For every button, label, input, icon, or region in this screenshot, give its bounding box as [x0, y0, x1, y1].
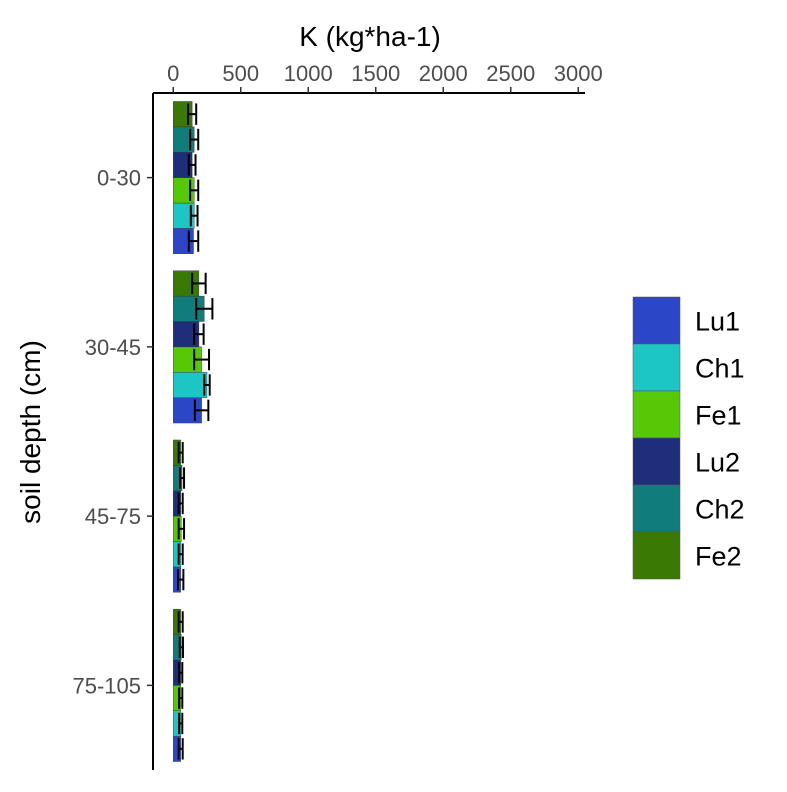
error-bar [187, 103, 198, 125]
legend-label: Fe1 [695, 401, 742, 431]
error-bar [178, 687, 184, 709]
error-bar [176, 568, 185, 591]
y-tick-label: 0-30 [97, 166, 141, 191]
error-bar [189, 179, 200, 202]
error-bar [189, 128, 200, 151]
error-bar [193, 399, 210, 422]
plot-area: 0 500 1000 1500 2000 2500 3000 0-30 30-45 45-75 75… [72, 61, 603, 770]
x-tick-label: 1500 [351, 61, 400, 86]
error-bar [177, 611, 184, 633]
legend-label: Lu2 [695, 448, 740, 478]
legend-key-fe2 [632, 531, 681, 580]
error-bar [178, 712, 184, 735]
legend-key-ch1 [632, 343, 681, 392]
error-bar [193, 348, 211, 371]
x-tick-label: 3000 [554, 61, 603, 86]
error-bar [178, 636, 184, 658]
error-bar [177, 543, 184, 565]
error-bar [189, 205, 199, 227]
x-tick-label: 2500 [486, 61, 535, 86]
legend-key-ch2 [632, 484, 681, 533]
error-bar [191, 272, 207, 295]
legend-label: Ch1 [695, 354, 745, 384]
legend-label: Lu1 [695, 307, 740, 337]
legend-key-lu2 [632, 437, 681, 486]
error-bar [177, 738, 184, 760]
error-bar [195, 298, 214, 320]
x-tick-label: 1000 [284, 61, 333, 86]
bar-ch1 [173, 372, 208, 398]
error-bar [193, 323, 205, 345]
error-bar [177, 518, 186, 540]
x-tick-label: 0 [167, 61, 179, 86]
x-tick-label: 2000 [419, 61, 468, 86]
error-bar [187, 154, 197, 176]
y-tick-label: 75-105 [72, 673, 141, 698]
y-tick-label: 45-75 [85, 504, 141, 529]
error-bar [203, 374, 211, 396]
error-bar [179, 467, 186, 489]
y-tick-label: 30-45 [85, 335, 141, 360]
error-bar [178, 661, 184, 684]
legend-key-lu1 [632, 296, 681, 345]
legend-label: Ch2 [695, 495, 745, 525]
y-axis-title: soil depth (cm) [15, 340, 46, 524]
legend: Lu1 Ch1 Fe1 Lu2 Ch2 Fe2 [632, 296, 745, 580]
x-tick-label: 500 [222, 61, 259, 86]
error-bar [177, 492, 184, 515]
legend-key-fe1 [632, 390, 681, 439]
legend-label: Fe2 [695, 542, 742, 572]
error-bar [187, 230, 200, 252]
x-axis-title: K (kg*ha-1) [299, 21, 441, 52]
error-bar [177, 441, 184, 464]
